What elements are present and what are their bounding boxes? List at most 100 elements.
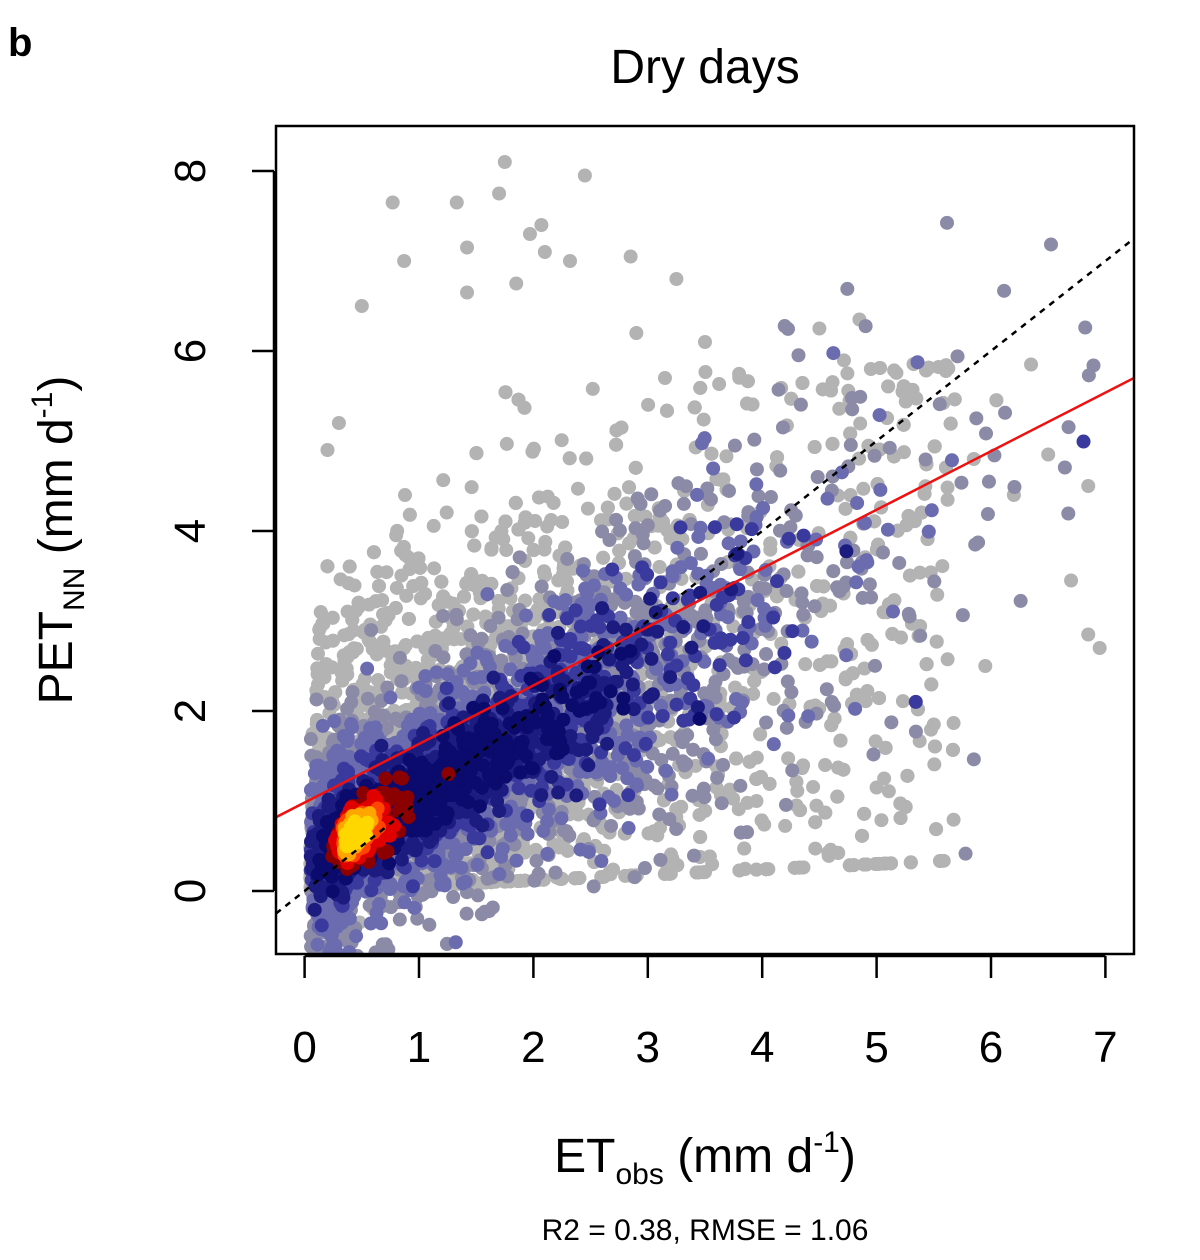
data-point [766, 691, 781, 706]
data-point [712, 377, 727, 392]
data-point [325, 633, 340, 648]
data-point [336, 660, 351, 675]
data-point [402, 507, 417, 522]
data-point [740, 374, 755, 389]
data-point [397, 488, 412, 503]
data-point [853, 416, 868, 431]
data-point [917, 486, 932, 501]
data-point [737, 841, 752, 856]
data-point [368, 594, 383, 609]
data-point [559, 574, 574, 589]
data-point [895, 694, 910, 709]
data-point [693, 380, 708, 395]
data-point [341, 627, 356, 642]
data-point [704, 446, 719, 461]
data-point [843, 426, 858, 441]
data-point [864, 637, 879, 652]
data-point [878, 740, 893, 755]
data-point [408, 660, 423, 675]
data-point [836, 762, 851, 777]
data-point [571, 481, 586, 496]
data-point [874, 813, 889, 828]
data-point [311, 646, 326, 661]
data-point [855, 828, 870, 843]
data-point [687, 400, 702, 415]
data-point [859, 857, 874, 872]
data-point [313, 605, 328, 620]
data-point [532, 490, 547, 505]
data-point [395, 685, 410, 700]
data-point [807, 440, 822, 455]
data-point [619, 496, 634, 511]
data-point [341, 576, 356, 591]
data-point [398, 638, 413, 653]
data-point [924, 677, 939, 692]
data-point [439, 505, 454, 520]
data-point [808, 815, 823, 830]
data-point [399, 588, 414, 603]
data-point [499, 436, 514, 451]
data-point [554, 433, 569, 448]
data-point [594, 513, 609, 528]
data-point [857, 806, 872, 821]
data-point [753, 727, 768, 742]
data-point [600, 500, 615, 515]
data-point [893, 630, 908, 645]
data-point [887, 593, 902, 608]
data-point [940, 480, 955, 495]
data-point [833, 733, 848, 748]
data-point [840, 366, 855, 381]
data-point [719, 449, 734, 464]
data-point [898, 799, 913, 814]
data-point [872, 691, 887, 706]
data-point [464, 480, 479, 495]
data-point [808, 841, 823, 856]
data-point [366, 545, 381, 560]
data-point [345, 612, 360, 627]
data-point [571, 807, 586, 822]
data-point [436, 473, 451, 488]
data-point [927, 757, 942, 772]
data-point [731, 802, 746, 817]
data-point [652, 559, 667, 574]
data-point [745, 397, 760, 412]
data-point [943, 416, 958, 431]
data-point [930, 587, 945, 602]
data-point [464, 567, 479, 582]
data-point [798, 657, 813, 672]
data-point [537, 542, 552, 557]
data-point [830, 789, 845, 804]
data-point [622, 480, 637, 495]
data-point [328, 685, 343, 700]
data-point [674, 799, 689, 814]
data-point [646, 824, 661, 839]
data-point [763, 536, 778, 551]
data-point [662, 866, 677, 881]
data-point [753, 769, 768, 784]
data-point [989, 393, 1004, 408]
data-point [742, 754, 757, 769]
data-point [858, 694, 873, 709]
data-point [836, 353, 851, 368]
data-point [893, 811, 908, 826]
data-point [738, 861, 753, 876]
data-point [491, 593, 506, 608]
data-point [628, 460, 643, 475]
data-point [647, 540, 662, 555]
data-point [634, 508, 649, 523]
data-point [386, 663, 401, 678]
data-point [789, 774, 804, 789]
data-point [884, 856, 899, 871]
data-point [499, 542, 514, 557]
data-point [585, 381, 600, 396]
data-point [852, 451, 867, 466]
data-point [947, 392, 962, 407]
data-point [812, 657, 827, 672]
data-point [856, 481, 871, 496]
data-point [754, 813, 769, 828]
data-point [484, 542, 499, 557]
data-point [555, 515, 570, 530]
data-point [398, 547, 413, 562]
data-point [319, 657, 334, 672]
data-point [316, 616, 331, 631]
